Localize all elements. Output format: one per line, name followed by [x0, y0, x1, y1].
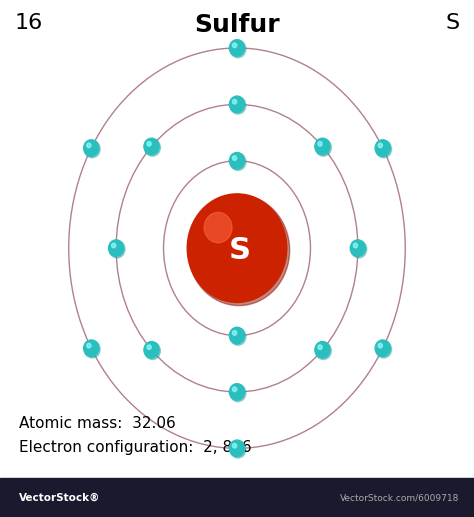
Circle shape	[229, 96, 245, 113]
Circle shape	[145, 342, 160, 359]
Circle shape	[230, 97, 246, 114]
Circle shape	[375, 140, 390, 156]
Circle shape	[316, 139, 331, 156]
Circle shape	[87, 143, 91, 148]
Circle shape	[232, 444, 237, 448]
Circle shape	[232, 156, 237, 160]
Circle shape	[109, 240, 124, 256]
Circle shape	[229, 40, 245, 56]
Bar	[0, 478, 474, 517]
Circle shape	[84, 141, 100, 158]
Circle shape	[87, 343, 91, 348]
Text: VectorStock.com/6009718: VectorStock.com/6009718	[340, 493, 460, 502]
Circle shape	[204, 212, 232, 242]
Circle shape	[232, 387, 237, 391]
Text: S: S	[228, 236, 250, 265]
Circle shape	[351, 240, 367, 258]
Circle shape	[111, 243, 116, 248]
Circle shape	[230, 153, 246, 171]
Text: S: S	[446, 13, 460, 33]
Circle shape	[230, 40, 246, 58]
Circle shape	[315, 342, 330, 358]
Circle shape	[229, 327, 245, 344]
Text: Sulfur: Sulfur	[194, 13, 280, 37]
Circle shape	[232, 43, 237, 48]
Circle shape	[84, 340, 99, 357]
Circle shape	[229, 384, 245, 400]
Circle shape	[147, 142, 151, 146]
Circle shape	[109, 240, 125, 258]
Circle shape	[230, 328, 246, 345]
Circle shape	[230, 440, 246, 458]
Circle shape	[188, 195, 290, 306]
Circle shape	[229, 440, 245, 457]
Circle shape	[318, 345, 322, 349]
Circle shape	[145, 139, 160, 156]
Circle shape	[318, 142, 322, 146]
Circle shape	[229, 153, 245, 169]
Circle shape	[375, 340, 390, 357]
Circle shape	[378, 143, 383, 148]
Circle shape	[378, 343, 383, 348]
Circle shape	[144, 342, 159, 358]
Circle shape	[230, 384, 246, 402]
Text: Electron configuration:  2, 8, 6: Electron configuration: 2, 8, 6	[19, 440, 252, 455]
Circle shape	[84, 140, 99, 156]
Circle shape	[350, 240, 365, 256]
Circle shape	[316, 342, 331, 359]
Circle shape	[315, 138, 330, 155]
Circle shape	[376, 141, 392, 158]
Circle shape	[376, 341, 392, 358]
Circle shape	[144, 138, 159, 155]
Circle shape	[353, 243, 357, 248]
Text: 16: 16	[14, 13, 43, 33]
Circle shape	[232, 330, 237, 335]
Circle shape	[147, 345, 151, 349]
Text: Atomic mass:  32.06: Atomic mass: 32.06	[19, 416, 176, 431]
Circle shape	[232, 99, 237, 104]
Circle shape	[84, 341, 100, 358]
Text: VectorStock®: VectorStock®	[19, 493, 100, 503]
Circle shape	[187, 194, 287, 302]
